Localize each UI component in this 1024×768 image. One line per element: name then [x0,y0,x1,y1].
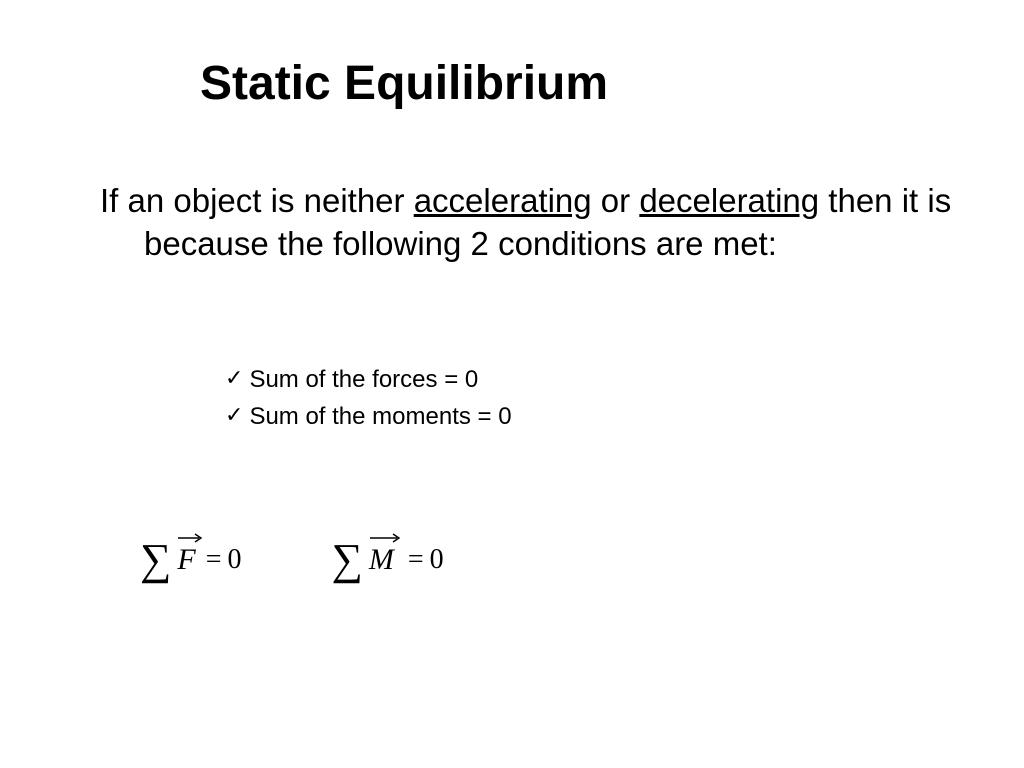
vector-letter-m: M [369,543,394,576]
bullet-text-1: Sum of the forces = 0 [249,364,478,395]
check-icon: ✓ [225,364,243,393]
sigma-symbol: ∑ [332,538,363,582]
zero: 0 [430,544,444,576]
list-item: ✓ Sum of the moments = 0 [225,401,512,432]
vector-m: M [369,545,394,575]
underlined-decelerating: decelerating [639,182,819,219]
equation-sum-f: ∑ F = 0 [140,538,242,582]
intro-text-mid: or [592,182,640,219]
vector-arrow-icon [177,533,199,543]
zero: 0 [228,544,242,576]
sigma-symbol: ∑ [140,538,171,582]
equals-sign: = [408,544,424,576]
equals-sign: = [206,544,222,576]
vector-arrow-icon [369,533,398,543]
list-item: ✓ Sum of the forces = 0 [225,364,512,395]
vector-f: F [177,545,195,575]
bullet-list: ✓ Sum of the forces = 0 ✓ Sum of the mom… [225,364,512,438]
intro-text-prefix: If an object is neither [100,182,414,219]
slide: Static Equilibrium If an object is neith… [0,0,1024,768]
equation-sum-m: ∑ M = 0 [332,538,444,582]
check-icon: ✓ [225,401,243,430]
bullet-text-2: Sum of the moments = 0 [249,401,511,432]
vector-letter-f: F [177,543,195,576]
underlined-accelerating: accelerating [414,182,592,219]
equations-row: ∑ F = 0 ∑ [140,538,534,582]
intro-paragraph: If an object is neither accelerating or … [100,180,964,266]
slide-title: Static Equilibrium [200,56,608,111]
